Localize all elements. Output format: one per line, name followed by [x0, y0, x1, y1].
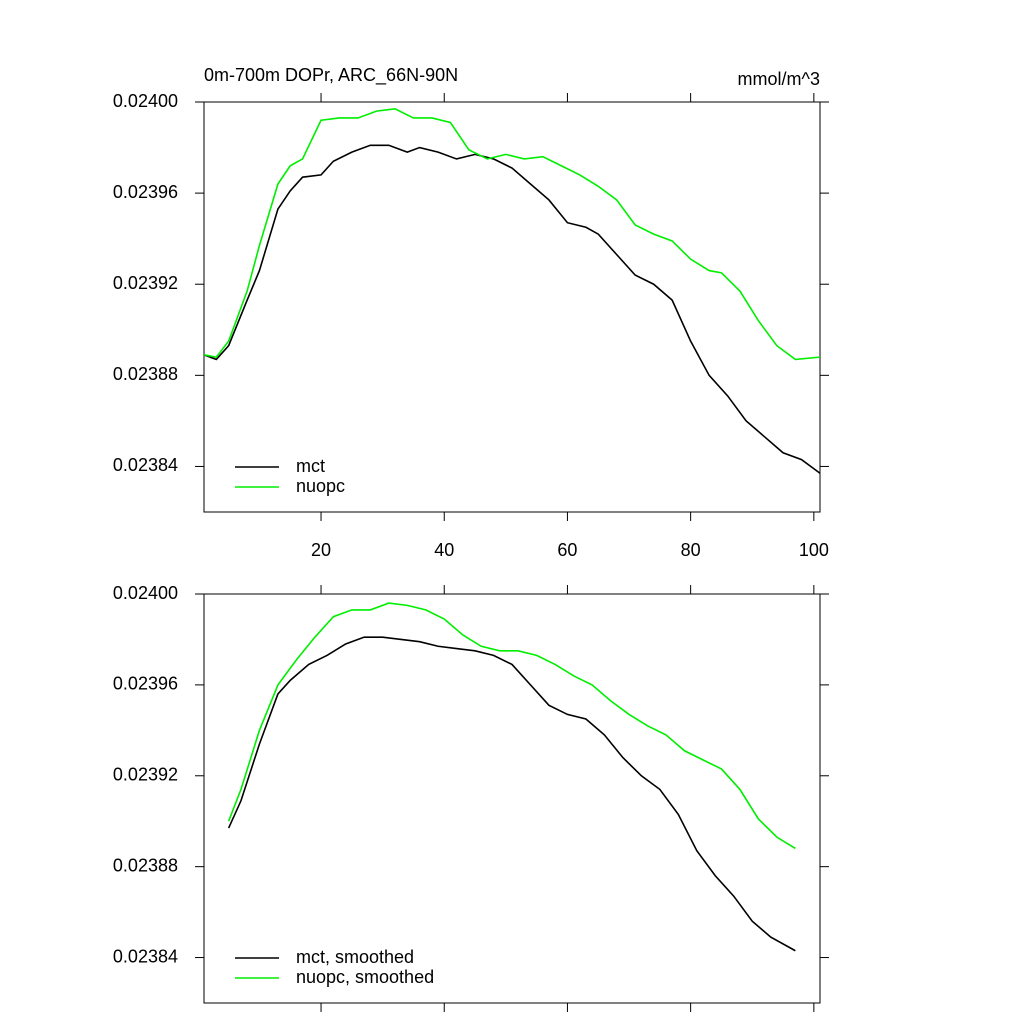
data-line [203, 108, 821, 361]
x-tick-label: 40 [434, 540, 454, 560]
y-tick-label: 0.02392 [113, 765, 178, 785]
data-line [227, 636, 796, 952]
data-line [203, 144, 821, 474]
y-tick-label: 0.02396 [113, 182, 178, 202]
x-tick-label: 20 [311, 540, 331, 560]
y-tick-label: 0.02392 [113, 273, 178, 293]
y-tick-label: 0.02384 [113, 455, 178, 475]
units-label: mmol/m^3 [738, 69, 820, 89]
y-tick-label: 0.02396 [113, 674, 178, 694]
x-tick-label: 100 [799, 540, 829, 560]
plot-frame [203, 593, 821, 1004]
legend-label: nuopc, smoothed [296, 967, 434, 987]
y-tick-label: 0.02384 [113, 946, 178, 966]
x-tick-label: 80 [681, 540, 701, 560]
legend-label: mct [296, 456, 325, 476]
y-tick-label: 0.02388 [113, 364, 178, 384]
x-tick-label: 60 [557, 540, 577, 560]
legend-label: nuopc [296, 476, 345, 496]
chart-title: 0m-700m DOPr, ARC_66N-90N [204, 65, 458, 86]
plot-frame [203, 101, 821, 513]
data-line [227, 602, 796, 850]
legend-label: mct, smoothed [296, 947, 414, 967]
y-tick-label: 0.02400 [113, 91, 178, 111]
y-tick-label: 0.02388 [113, 855, 178, 875]
y-tick-label: 0.02400 [113, 583, 178, 603]
